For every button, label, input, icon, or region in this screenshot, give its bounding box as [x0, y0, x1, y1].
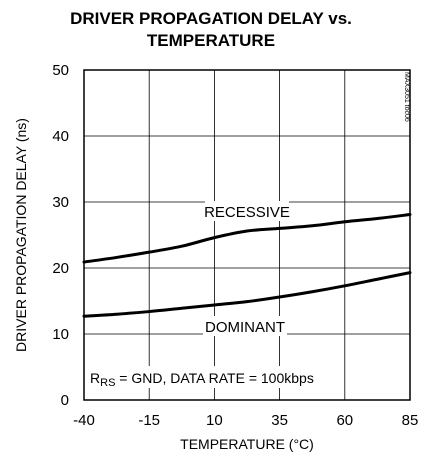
y-tick-label: 30 [52, 194, 69, 211]
chart-title-line-1: DRIVER PROPAGATION DELAY vs. [70, 9, 352, 28]
x-tick-label: 35 [271, 412, 288, 429]
x-tick-label: -15 [138, 412, 160, 429]
x-tick-label: 85 [402, 412, 419, 429]
annotation-bg [88, 366, 322, 388]
x-tick-label: 10 [206, 412, 223, 429]
series-label-dominant: DOMINANT [205, 319, 285, 336]
x-tick-labels: -40 -15 10 35 60 85 [73, 412, 418, 429]
y-tick-label: 40 [52, 128, 69, 145]
y-tick-label: 50 [52, 62, 69, 79]
condition-annotation: RRS = GND, DATA RATE = 100kbps [90, 370, 314, 389]
y-tick-label: 0 [61, 392, 69, 409]
y-tick-label: 20 [52, 260, 69, 277]
y-axis-label: DRIVER PROPAGATION DELAY (ns) [13, 118, 29, 352]
x-tick-label: 60 [336, 412, 353, 429]
series-label-recessive: RECESSIVE [204, 204, 290, 221]
y-tick-label: 10 [52, 326, 69, 343]
annotation-prefix: R [90, 370, 100, 386]
series-line-dominant [82, 271, 412, 318]
grid [84, 70, 410, 400]
annotation-subscript: RS [100, 377, 115, 389]
series-line-recessive [82, 213, 412, 264]
figure-code: MAX3051 toc06 [403, 72, 410, 122]
y-tick-labels: 0 10 20 30 40 50 [52, 62, 69, 409]
x-tick-label: -40 [73, 412, 95, 429]
x-axis-label: TEMPERATURE (°C) [180, 436, 314, 452]
plot-frame [83, 69, 411, 401]
recessive-label-bg [205, 201, 289, 221]
annotation-suffix: = GND, DATA RATE = 100kbps [115, 370, 313, 386]
series-lines [82, 213, 412, 318]
chart-title-line-2: TEMPERATURE [147, 31, 275, 50]
dominant-label-bg [203, 316, 287, 336]
